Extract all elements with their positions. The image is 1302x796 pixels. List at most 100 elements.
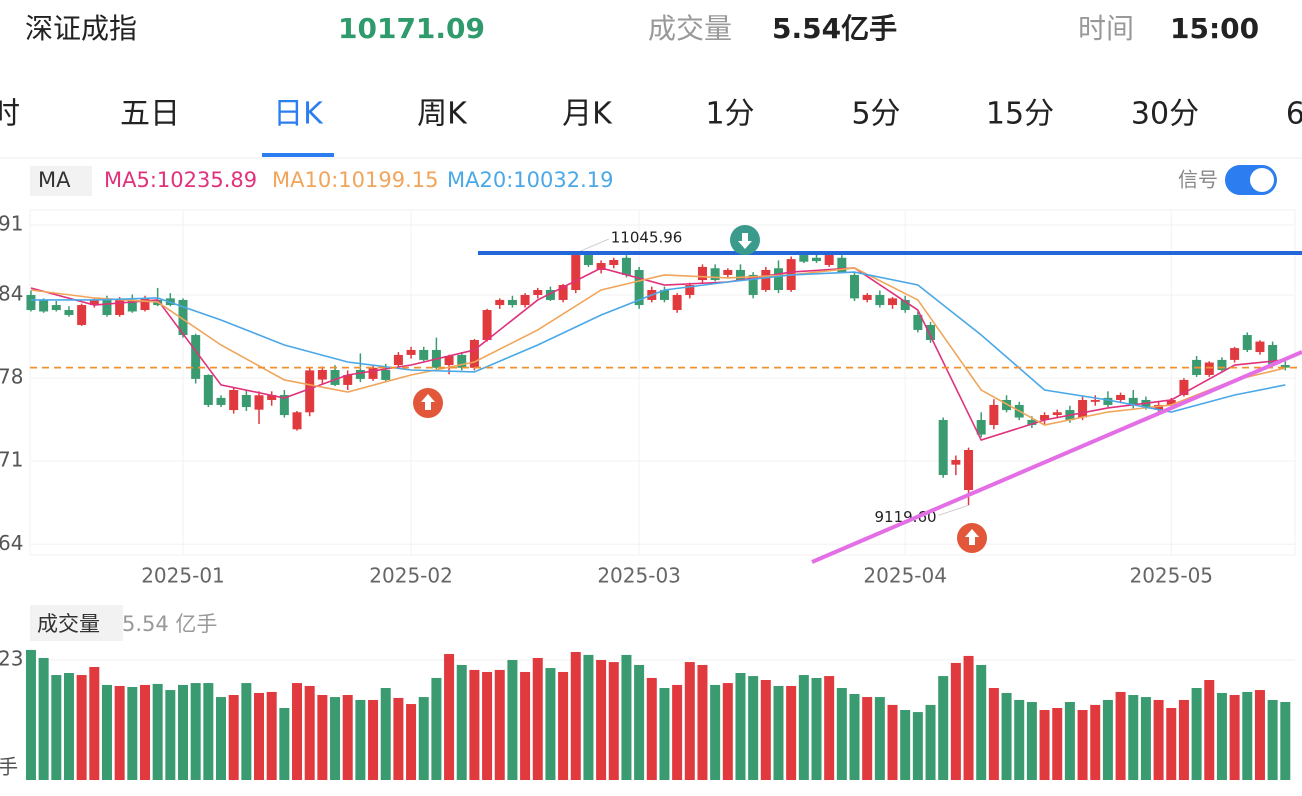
candle-body: [419, 349, 429, 360]
tab[interactable]: 周K: [417, 97, 468, 132]
candle-body: [64, 310, 74, 316]
candle-body: [799, 255, 809, 262]
candle-body: [279, 395, 289, 416]
volume-bar: [735, 672, 746, 780]
volume-bar: [1216, 692, 1227, 780]
ma-legend: MA10:10199.15: [272, 168, 438, 192]
tab-underline: [262, 153, 334, 157]
volume-bar: [228, 695, 239, 780]
toggle-knob: [1250, 168, 1274, 192]
tab[interactable]: 日K: [273, 97, 324, 132]
index-price: 10171.09: [338, 12, 485, 45]
candle-body: [1154, 404, 1164, 410]
ma-legend: MA20:10032.19: [447, 168, 613, 192]
volume-bar: [786, 685, 797, 780]
candle-body: [913, 315, 923, 330]
candle-body: [545, 289, 555, 300]
volume-bar: [330, 697, 341, 780]
ma-label: MA: [38, 168, 71, 192]
tab[interactable]: 60分: [1286, 97, 1302, 132]
volume-bar: [1077, 710, 1088, 780]
volume-bar: [266, 691, 277, 780]
candle-body: [533, 289, 543, 295]
candle-body: [1280, 365, 1290, 368]
candle-body: [127, 299, 137, 312]
candle-body: [875, 294, 885, 306]
tab[interactable]: 五日: [120, 97, 180, 132]
candle-body: [406, 349, 416, 355]
volume-bar: [127, 686, 138, 780]
buy-signal: [957, 523, 987, 553]
volume-bar: [836, 688, 847, 780]
ma-line: [30, 271, 1286, 413]
signal-label: 信号: [1178, 168, 1218, 192]
volume-bar: [596, 660, 607, 780]
x-tick-label: 2025-03: [597, 564, 681, 588]
time-value: 15:00: [1170, 12, 1259, 45]
candle-body: [1103, 397, 1113, 405]
tab[interactable]: 30分: [1131, 97, 1199, 132]
candle-body: [469, 340, 479, 368]
volume-bar: [63, 672, 74, 780]
volume-bar: [545, 668, 556, 780]
volume-bar: [697, 664, 708, 780]
volume-bar: [849, 693, 860, 780]
volume-bar: [570, 651, 581, 780]
candle-body: [964, 449, 974, 491]
volume-bar: [368, 699, 379, 780]
volume-bar: [342, 695, 353, 780]
volume-bar: [444, 654, 455, 780]
candle-body: [368, 367, 378, 379]
candle-body: [317, 369, 327, 380]
vol-box: [30, 605, 123, 641]
tab[interactable]: 5分: [851, 97, 900, 132]
y-tick-label: 91: [0, 211, 23, 235]
candle-body: [824, 255, 834, 265]
candle-body: [659, 289, 669, 300]
volume-bar: [748, 676, 759, 780]
candle-body: [989, 404, 999, 425]
ma-line: [30, 267, 1286, 426]
candle-body: [203, 374, 213, 405]
tab[interactable]: 月K: [562, 97, 613, 132]
candle-body: [254, 395, 264, 410]
volume-bar: [621, 654, 632, 780]
volume-bar: [418, 697, 429, 780]
min-leader: [938, 504, 969, 516]
buy-signal: [413, 388, 443, 418]
ma-line: [30, 267, 1286, 442]
volume-bar: [798, 675, 809, 780]
volume-bar: [507, 660, 518, 780]
sell-signal: [730, 225, 760, 255]
tab[interactable]: 1分: [705, 97, 754, 132]
candle-body: [1217, 359, 1227, 370]
volume-bar: [646, 677, 657, 780]
candle-body: [229, 390, 239, 411]
volume-bar: [1128, 695, 1139, 780]
volume-bar: [76, 675, 87, 780]
vol-unit: 手: [0, 755, 18, 779]
candle-body: [191, 335, 201, 379]
candle-body: [837, 257, 847, 273]
candle-body: [710, 268, 720, 281]
candle-body: [926, 324, 936, 341]
volume-bar: [760, 679, 771, 780]
candle-body: [1230, 348, 1240, 360]
candle-body: [1179, 379, 1189, 396]
candle-body: [305, 370, 315, 413]
candle-body: [1002, 399, 1012, 411]
volume-bar: [101, 684, 112, 780]
volume-bar: [25, 649, 36, 780]
tab[interactable]: 分时: [0, 97, 20, 132]
volume-bar: [114, 685, 125, 780]
volume-bar: [1039, 710, 1050, 780]
volume-bar: [380, 688, 391, 780]
candle-body: [1116, 395, 1126, 400]
volume-bar: [1014, 699, 1025, 780]
tab[interactable]: 15分: [986, 97, 1054, 132]
ma-box: [30, 166, 92, 196]
candle-body: [216, 397, 226, 405]
price-pane: [29, 209, 1296, 556]
